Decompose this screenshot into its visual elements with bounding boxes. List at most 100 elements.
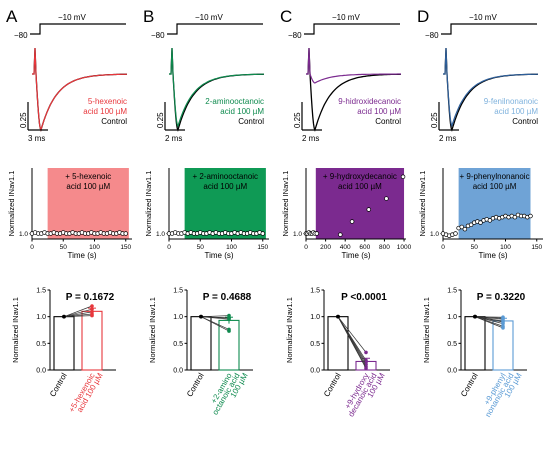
pair-line (474, 316, 504, 329)
y-tick-label: 1.5 (173, 288, 183, 295)
data-point (468, 222, 474, 228)
x-tick-label: 100 (500, 244, 511, 251)
data-point (462, 226, 468, 232)
step-potential-label: −10 mV (195, 13, 223, 22)
data-point (459, 224, 465, 230)
x-axis-label: Time (s) (204, 251, 233, 260)
y-axis-label: Normalized INav1.1 (281, 171, 290, 237)
treated-trace (32, 47, 128, 132)
trace-legend-label: acid 100 µM (83, 107, 127, 116)
holding-potential-label: −80 (14, 31, 28, 40)
y-axis-label: Normalized INav1.1 (11, 297, 20, 363)
drug-label: acid 100 µM (203, 182, 247, 191)
y-tick-label: 0.0 (36, 368, 46, 375)
y-tick-label: 1.0 (36, 314, 46, 321)
voltage-step-line (167, 23, 263, 35)
trace-legend-label: Control (512, 117, 538, 126)
data-point (314, 231, 320, 236)
pair-line (63, 315, 93, 318)
treated-point (90, 304, 94, 308)
y-tick-label: 1.0 (310, 314, 320, 321)
x-tick-label: 800 (379, 244, 390, 251)
current-scale-label: 0.25 (156, 112, 165, 128)
y-tick-label: 1.0 (19, 231, 28, 238)
treated-point (227, 329, 231, 333)
holding-potential-label: −80 (425, 31, 439, 40)
x-tick-label: 1000 (397, 244, 412, 251)
drug-label: + 9-phenylnonanoic (460, 172, 530, 181)
step-potential-label: −10 mV (332, 13, 360, 22)
treated-point (364, 350, 368, 355)
treated-trace (169, 47, 264, 128)
drug-application-shading (184, 168, 266, 239)
drug-label: + 2-aminooctanoic (192, 172, 258, 181)
p-value-label: P = 0.1672 (66, 292, 115, 303)
current-scale-label: 0.25 (430, 112, 439, 128)
drug-label: acid 100 µM (473, 182, 517, 191)
treated-point (90, 310, 94, 314)
data-point (400, 174, 406, 179)
y-axis-label: Normalized INav1.1 (148, 297, 157, 363)
drug-application-shading (315, 168, 405, 239)
category-label-control: Control (322, 371, 343, 398)
control-point (336, 314, 340, 319)
voltage-step-line (441, 23, 537, 35)
panel-letter: B (143, 7, 154, 26)
y-axis-label: Normalized INav1.1 (144, 171, 153, 237)
trace-legend-label: 9-fenilnonanoic (484, 97, 538, 106)
y-tick-label: 1.5 (447, 288, 457, 295)
control-bar (327, 316, 349, 371)
step-potential-label: −10 mV (469, 13, 497, 22)
x-axis-label: Time (s) (341, 251, 370, 260)
treated-trace (306, 47, 401, 84)
y-tick-label: 0.0 (447, 368, 457, 375)
y-tick-label: 0.5 (36, 341, 46, 348)
time-scale-label: 2 ms (439, 134, 456, 143)
treated-point (227, 317, 231, 322)
pair-line (200, 316, 230, 332)
current-scale-label: 0.25 (293, 112, 302, 128)
control-point (473, 314, 477, 319)
holding-potential-label: −80 (151, 31, 165, 40)
category-label-control: Control (459, 371, 480, 398)
trace-legend-label: 5-hexenoic (88, 97, 127, 106)
data-point (478, 220, 483, 225)
y-tick-label: 0.5 (173, 341, 183, 348)
y-axis-label: Normalized INav1.1 (418, 171, 427, 237)
panel-letter: C (280, 7, 292, 26)
data-point (453, 231, 458, 236)
y-tick-label: 0.5 (447, 341, 457, 348)
data-point (528, 213, 533, 219)
y-axis-label: Normalized INav1.1 (285, 297, 294, 363)
y-tick-label: 0.0 (310, 368, 320, 375)
pair-line (200, 316, 230, 320)
panel-letter: A (6, 7, 18, 26)
x-tick-label: 50 (60, 244, 68, 251)
pair-line (200, 315, 230, 318)
holding-potential-label: −80 (288, 31, 302, 40)
data-point (349, 219, 355, 224)
y-tick-label: 1.0 (447, 314, 457, 321)
y-tick-label: 1.0 (293, 231, 302, 238)
x-tick-label: 0 (167, 244, 171, 251)
x-tick-label: 400 (340, 244, 351, 251)
x-tick-label: 0 (30, 244, 34, 251)
x-axis-label: Time (s) (67, 251, 96, 260)
treated-point (501, 321, 505, 326)
trace-legend-label: acid 100 µM (357, 107, 401, 116)
pair-line (474, 316, 504, 324)
trace-legend-label: 2-aminooctanoic (205, 97, 264, 106)
p-value-label: P <0.0001 (341, 292, 387, 303)
control-point (199, 314, 203, 319)
control-point (62, 314, 66, 319)
treated-trace (443, 47, 538, 128)
x-tick-label: 200 (320, 244, 331, 251)
drug-label: + 5-hexenoic (65, 172, 111, 181)
treated-point (90, 313, 94, 318)
drug-application-shading (47, 168, 129, 239)
y-tick-label: 0.0 (173, 368, 183, 375)
y-tick-label: 1.0 (430, 231, 439, 238)
treated-point (501, 326, 505, 330)
data-point (384, 196, 389, 201)
x-tick-label: 100 (89, 244, 100, 251)
